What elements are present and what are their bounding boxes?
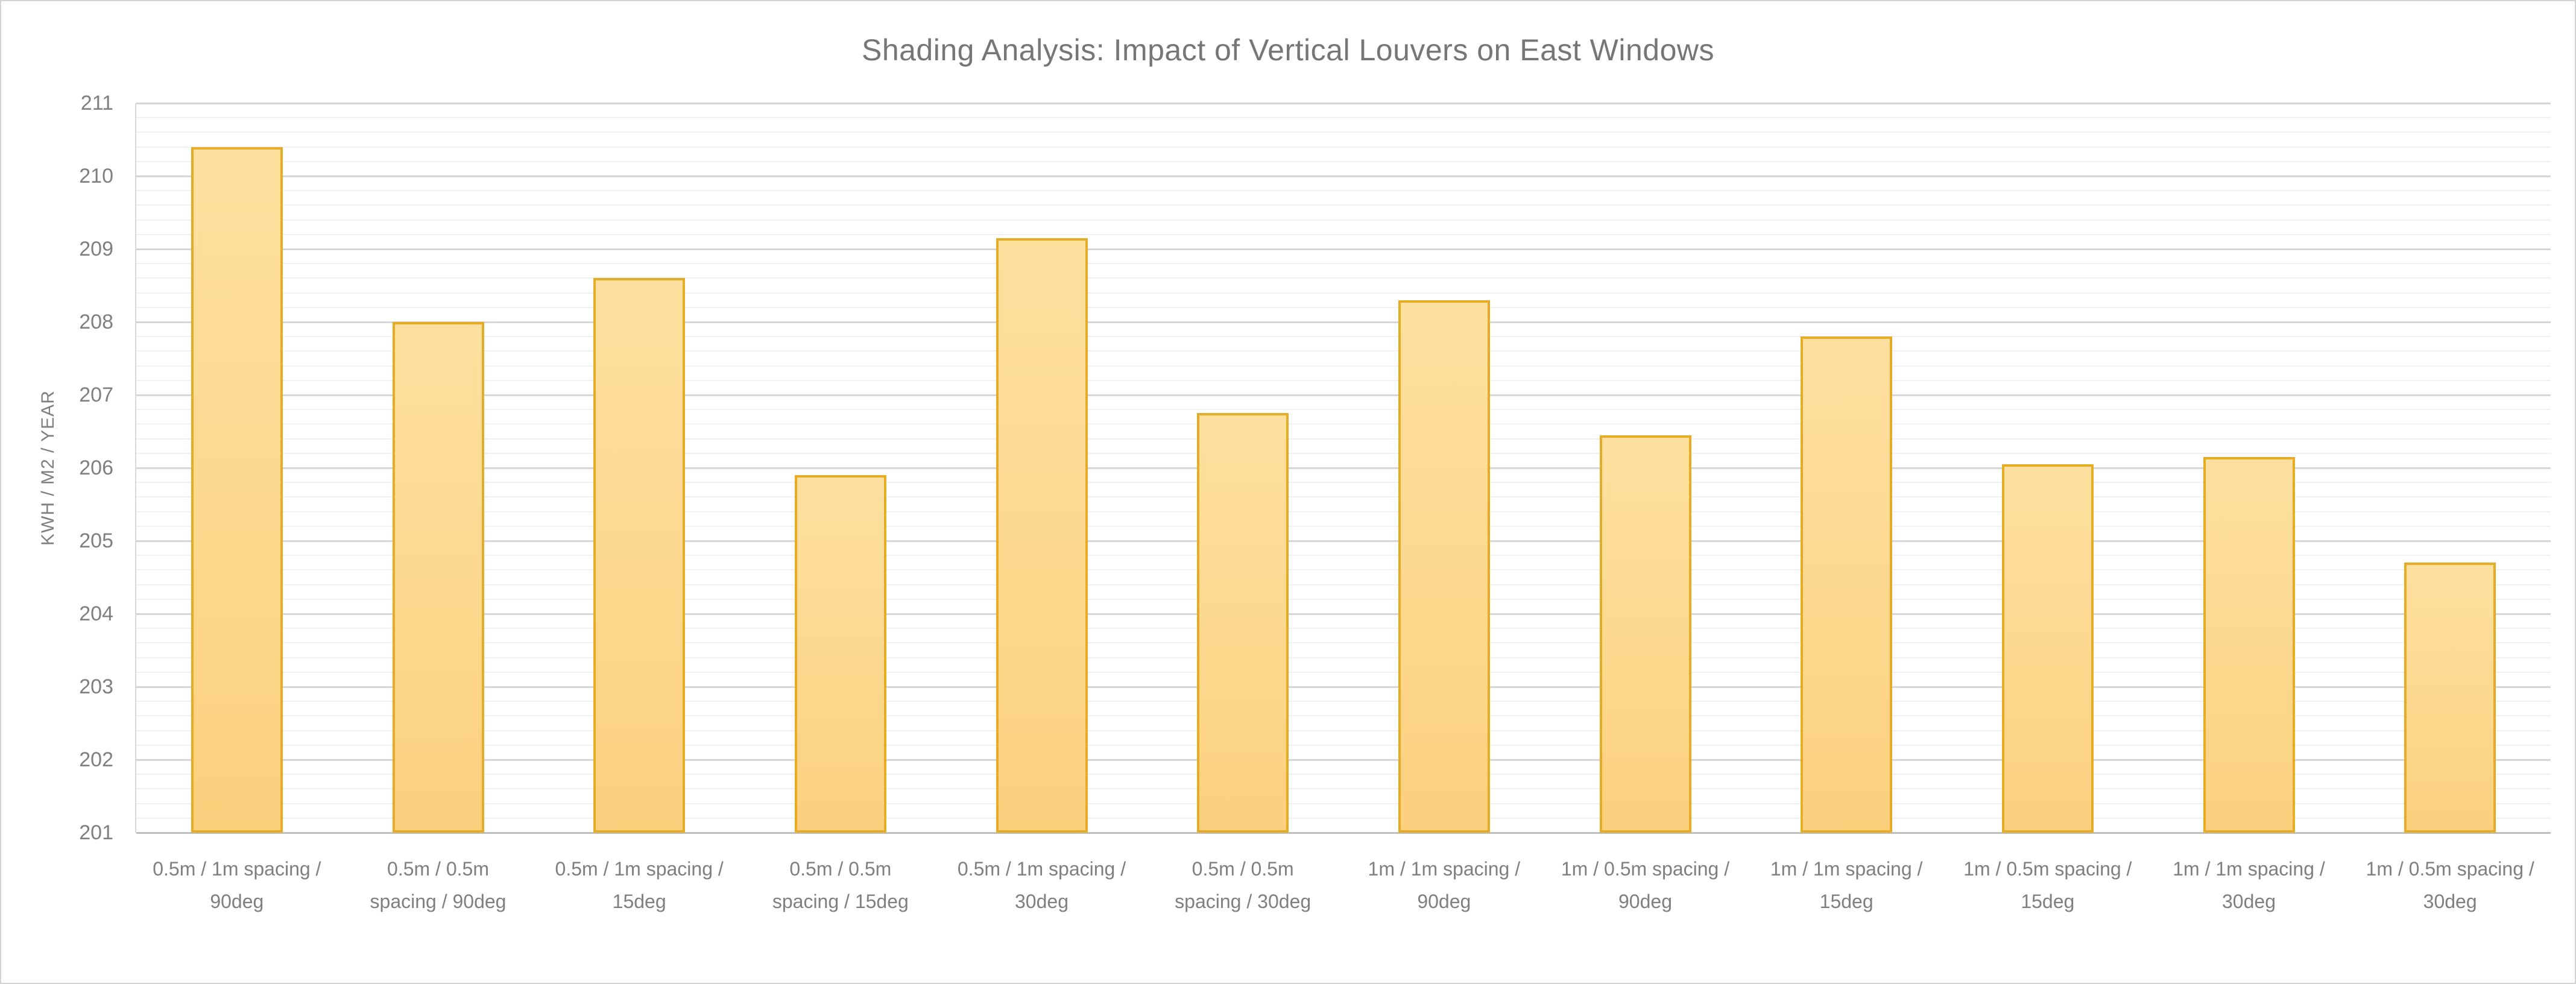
gridline-minor [136, 306, 2551, 308]
category-label: 0.5m / 1m spacing / 15deg [555, 858, 724, 912]
y-tick-label: 208 [79, 311, 113, 333]
category-label: 1m / 1m spacing / 90deg [1368, 858, 1521, 912]
bar-1 [191, 147, 283, 833]
gridline-minor [136, 438, 2551, 440]
gridline-minor [136, 292, 2551, 294]
gridline-minor [136, 598, 2551, 600]
category-label: 0.5m / 0.5m spacing / 90deg [370, 858, 507, 912]
gridline-minor [136, 511, 2551, 512]
gridline-major [136, 758, 2551, 761]
gridline-minor [136, 584, 2551, 585]
category-label: 0.5m / 1m spacing / 90deg [153, 858, 321, 912]
gridline-minor [136, 701, 2551, 702]
gridline-minor [136, 628, 2551, 629]
bar-10 [2001, 464, 2094, 833]
gridline-minor [136, 715, 2551, 717]
gridline-minor [136, 219, 2551, 221]
gridline-minor [136, 365, 2551, 367]
category-label: 0.5m / 0.5m spacing / 30deg [1175, 858, 1312, 912]
category-label: 1m / 0.5m spacing / 15deg [1963, 858, 2132, 912]
bar-4 [794, 475, 886, 833]
chart-title: Shading Analysis: Impact of Vertical Lou… [861, 33, 1715, 67]
gridline-minor [136, 525, 2551, 527]
gridline-major [136, 248, 2551, 250]
y-tick-label: 206 [79, 456, 113, 479]
y-tick-label: 211 [80, 92, 113, 115]
gridline-minor [136, 496, 2551, 498]
gridline-minor [136, 569, 2551, 571]
category-label: 1m / 1m spacing / 30deg [2173, 858, 2325, 912]
gridline-minor [136, 160, 2551, 162]
gridline-minor [136, 774, 2551, 775]
y-tick-label: 210 [79, 165, 113, 188]
gridline-minor [136, 117, 2551, 119]
gridline-minor [136, 803, 2551, 804]
bar-3 [593, 278, 686, 833]
bar-6 [1197, 413, 1289, 833]
gridline-minor [136, 817, 2551, 819]
category-label: 1m / 0.5m spacing / 90deg [1561, 858, 1730, 912]
gridline-minor [136, 263, 2551, 265]
category-label: 0.5m / 0.5m spacing / 15deg [772, 858, 909, 912]
gridline-minor [136, 131, 2551, 133]
gridline-major [136, 321, 2551, 323]
gridline-minor [136, 555, 2551, 557]
gridline-minor [136, 277, 2551, 279]
gridline-minor [136, 423, 2551, 425]
bar-7 [1398, 300, 1490, 833]
gridline-minor [136, 642, 2551, 644]
y-tick-label: 201 [79, 821, 113, 844]
bar-11 [2203, 456, 2295, 833]
gridline-minor [136, 730, 2551, 731]
gridline-minor [136, 452, 2551, 454]
gridline-minor [136, 233, 2551, 235]
gridline-major [136, 613, 2551, 615]
category-label: 0.5m / 1m spacing / 30deg [957, 858, 1126, 912]
y-tick-label: 204 [79, 602, 113, 625]
gridline-major [136, 175, 2551, 177]
gridline-minor [136, 482, 2551, 484]
bar-2 [392, 322, 484, 833]
gridline-major [136, 540, 2551, 542]
gridline-minor [136, 657, 2551, 658]
y-tick-label: 205 [79, 529, 113, 552]
bar-8 [1599, 435, 1691, 833]
gridline-minor [136, 350, 2551, 352]
gridline-minor [136, 336, 2551, 338]
x-axis-baseline [136, 831, 2551, 834]
gridline-minor [136, 409, 2551, 411]
gridline-minor [136, 379, 2551, 381]
gridline-minor [136, 671, 2551, 673]
gridline-major [136, 686, 2551, 688]
gridline-minor [136, 204, 2551, 206]
gridline-major [136, 467, 2551, 469]
category-label: 1m / 1m spacing / 15deg [1770, 858, 1923, 912]
gridline-major [136, 102, 2551, 104]
y-tick-label: 203 [79, 675, 113, 698]
bar-5 [996, 238, 1088, 833]
gridline-minor [136, 788, 2551, 790]
gridline-minor [136, 190, 2551, 192]
y-axis-line [135, 103, 136, 833]
bar-9 [1801, 336, 1893, 833]
gridline-major [136, 394, 2551, 396]
gridline-minor [136, 146, 2551, 148]
y-tick-label: 207 [79, 383, 113, 406]
bar-12 [2404, 563, 2496, 833]
category-label: 1m / 0.5m spacing / 30deg [2366, 858, 2534, 912]
gridline-minor [136, 744, 2551, 746]
y-tick-label: 209 [79, 238, 113, 260]
y-tick-label: 202 [79, 748, 113, 771]
